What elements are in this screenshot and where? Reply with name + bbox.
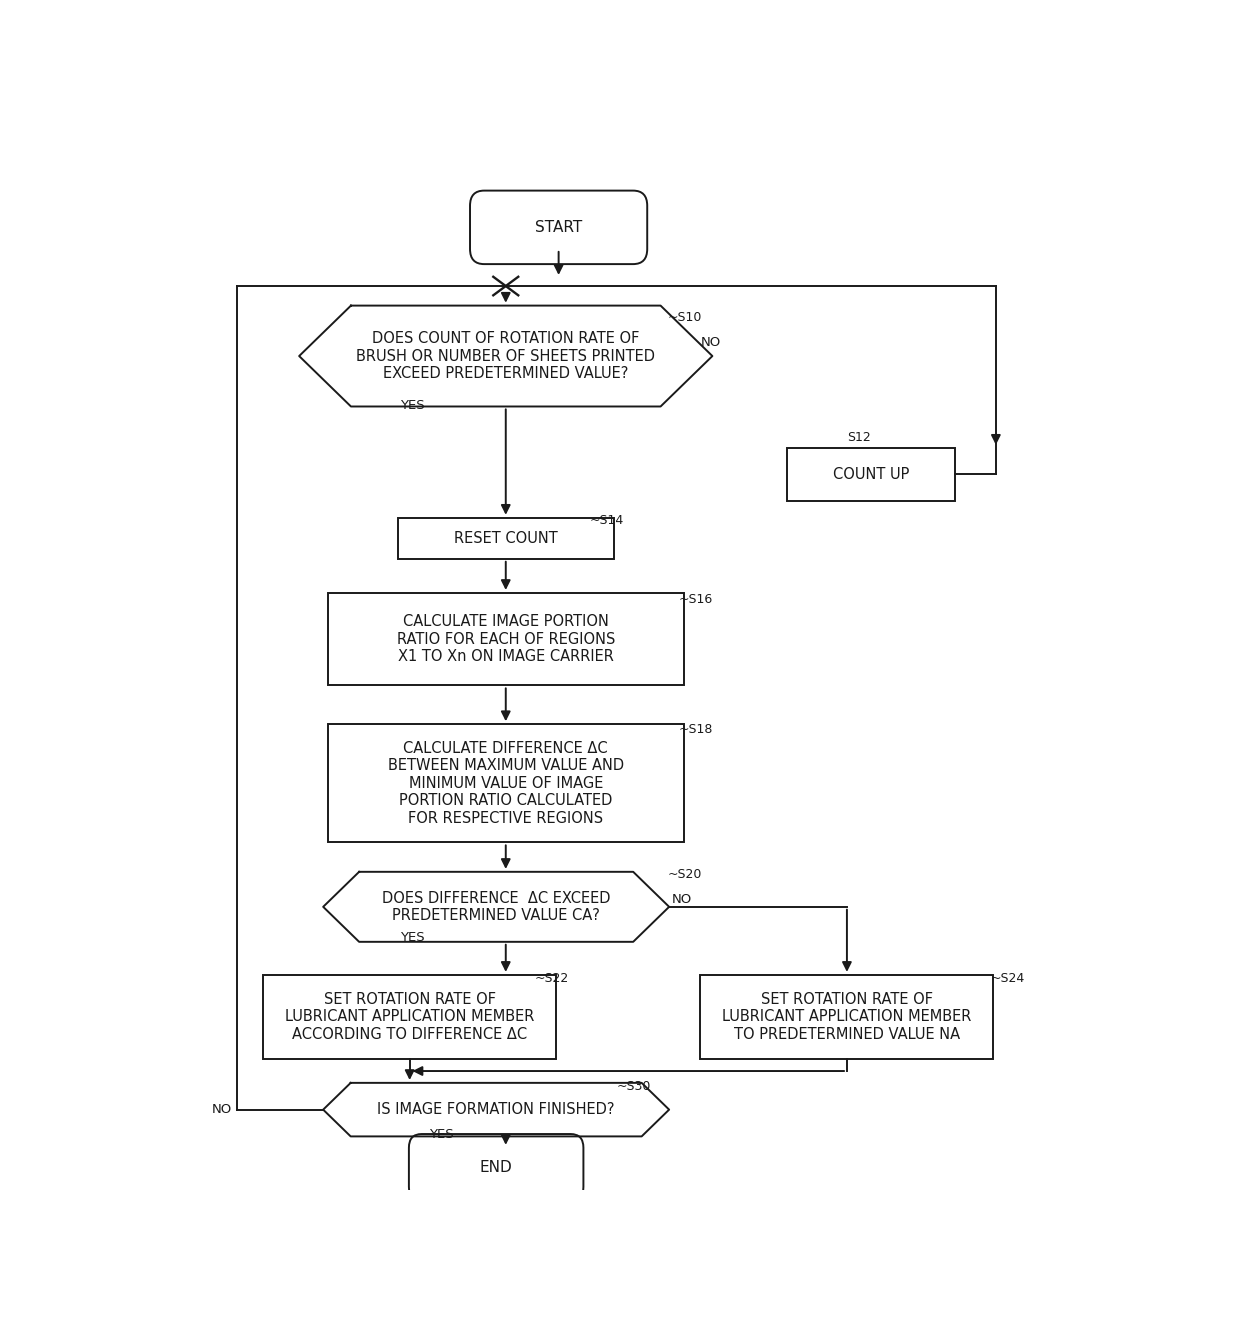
Text: ~S18: ~S18 bbox=[678, 723, 713, 737]
Text: ~S14: ~S14 bbox=[589, 515, 624, 527]
Bar bbox=[327, 592, 683, 686]
Text: ~S10: ~S10 bbox=[667, 312, 702, 325]
Text: SET ROTATION RATE OF
LUBRICANT APPLICATION MEMBER
TO PREDETERMINED VALUE NA: SET ROTATION RATE OF LUBRICANT APPLICATI… bbox=[722, 992, 972, 1042]
Text: YES: YES bbox=[401, 398, 424, 412]
FancyBboxPatch shape bbox=[470, 191, 647, 265]
Text: YES: YES bbox=[401, 931, 424, 944]
Bar bbox=[701, 975, 993, 1059]
Text: NO: NO bbox=[672, 893, 692, 906]
Text: END: END bbox=[480, 1159, 512, 1175]
Polygon shape bbox=[299, 306, 712, 406]
Text: COUNT UP: COUNT UP bbox=[833, 467, 909, 481]
Text: CALCULATE DIFFERENCE ΔC
BETWEEN MAXIMUM VALUE AND
MINIMUM VALUE OF IMAGE
PORTION: CALCULATE DIFFERENCE ΔC BETWEEN MAXIMUM … bbox=[388, 741, 624, 825]
Text: ~S30: ~S30 bbox=[616, 1080, 651, 1094]
Text: NO: NO bbox=[701, 336, 722, 349]
Text: ~S16: ~S16 bbox=[678, 592, 713, 606]
Text: NO: NO bbox=[212, 1103, 232, 1116]
Text: YES: YES bbox=[429, 1128, 454, 1140]
Polygon shape bbox=[324, 872, 670, 941]
Text: S12: S12 bbox=[847, 431, 870, 444]
Text: RESET COUNT: RESET COUNT bbox=[454, 531, 558, 545]
Bar bbox=[398, 517, 614, 559]
Bar bbox=[787, 448, 955, 501]
Text: START: START bbox=[534, 219, 583, 235]
Text: ~S20: ~S20 bbox=[667, 869, 702, 881]
Bar bbox=[327, 725, 683, 842]
Text: DOES COUNT OF ROTATION RATE OF
BRUSH OR NUMBER OF SHEETS PRINTED
EXCEED PREDETER: DOES COUNT OF ROTATION RATE OF BRUSH OR … bbox=[356, 332, 655, 381]
FancyBboxPatch shape bbox=[409, 1134, 583, 1201]
Text: ~S24: ~S24 bbox=[991, 972, 1025, 985]
Text: ~S22: ~S22 bbox=[534, 972, 569, 985]
Text: IS IMAGE FORMATION FINISHED?: IS IMAGE FORMATION FINISHED? bbox=[377, 1102, 615, 1118]
Text: DOES DIFFERENCE  ΔC EXCEED
PREDETERMINED VALUE CA?: DOES DIFFERENCE ΔC EXCEED PREDETERMINED … bbox=[382, 890, 610, 923]
Polygon shape bbox=[324, 1083, 670, 1136]
Bar bbox=[263, 975, 557, 1059]
Text: SET ROTATION RATE OF
LUBRICANT APPLICATION MEMBER
ACCORDING TO DIFFERENCE ΔC: SET ROTATION RATE OF LUBRICANT APPLICATI… bbox=[285, 992, 534, 1042]
Text: CALCULATE IMAGE PORTION
RATIO FOR EACH OF REGIONS
X1 TO Xn ON IMAGE CARRIER: CALCULATE IMAGE PORTION RATIO FOR EACH O… bbox=[397, 614, 615, 664]
